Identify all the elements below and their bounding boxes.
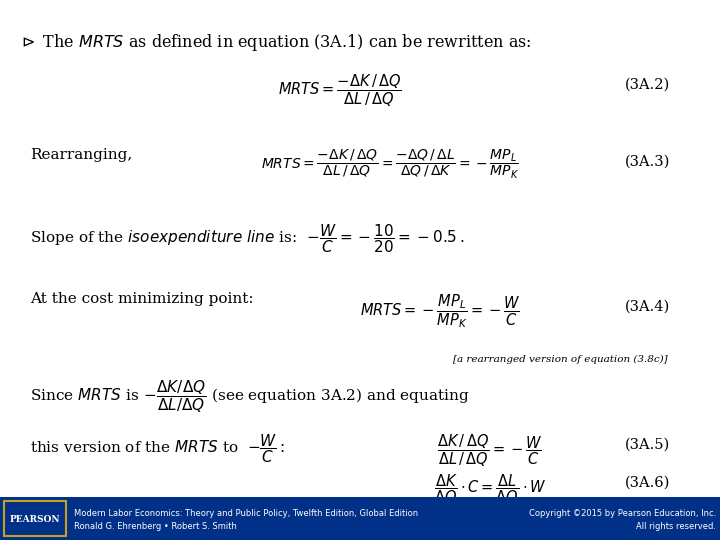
Text: (3A.6): (3A.6) [625, 476, 670, 490]
Text: PEARSON: PEARSON [9, 515, 60, 523]
Text: (3A.5): (3A.5) [625, 438, 670, 452]
Bar [0, 497, 720, 540]
Text: $\vartriangleright$ The $\mathit{MRTS}$ as defined in equation (3A.1) can be rew: $\vartriangleright$ The $\mathit{MRTS}$ … [18, 32, 531, 53]
Text: Rearranging,: Rearranging, [30, 148, 132, 162]
Text: Ronald G. Ehrenberg • Robert S. Smith: Ronald G. Ehrenberg • Robert S. Smith [74, 522, 237, 531]
Bar [4, 501, 66, 536]
Text: $\mathit{MRTS} = \dfrac{-\Delta K\,/\,\Delta Q}{\Delta L\,/\,\Delta Q} = \dfrac{: $\mathit{MRTS} = \dfrac{-\Delta K\,/\,\D… [261, 148, 519, 181]
Text: Modern Labor Economics: Theory and Public Policy, Twelfth Edition, Global Editio: Modern Labor Economics: Theory and Publi… [74, 509, 418, 518]
Text: $\dfrac{\Delta K}{\Delta Q} \cdot C = \dfrac{\Delta L}{\Delta Q} \cdot W$: $\dfrac{\Delta K}{\Delta Q} \cdot C = \d… [433, 472, 546, 507]
Text: $\dfrac{\Delta K\,/\,\Delta Q}{\Delta L\,/\,\Delta Q} = -\dfrac{W}{C}$: $\dfrac{\Delta K\,/\,\Delta Q}{\Delta L\… [437, 432, 543, 469]
Text: Slope of the $\mathit{isoexpenditure\ line}$ is:  $-\dfrac{W}{C} = -\dfrac{10}{2: Slope of the $\mathit{isoexpenditure\ li… [30, 222, 464, 255]
Text: (3A.4): (3A.4) [625, 300, 670, 314]
Text: Copyright ©2015 by Pearson Education, Inc.: Copyright ©2015 by Pearson Education, In… [528, 509, 716, 518]
Text: (3A.2): (3A.2) [625, 78, 670, 92]
Text: (3A.3): (3A.3) [625, 155, 670, 169]
Text: At the cost minimizing point:: At the cost minimizing point: [30, 292, 253, 306]
Text: [a rearranged version of equation (3.8c)]: [a rearranged version of equation (3.8c)… [453, 355, 667, 364]
Text: this version of the $\mathit{MRTS}$ to  $-\dfrac{W}{C}:$: this version of the $\mathit{MRTS}$ to $… [30, 432, 285, 465]
Text: Since $\mathit{MRTS}$ is $\!-\!\dfrac{\Delta K/\Delta Q}{\Delta L/\Delta Q}$ (se: Since $\mathit{MRTS}$ is $\!-\!\dfrac{\D… [30, 378, 469, 415]
Text: All rights reserved.: All rights reserved. [636, 522, 716, 531]
Text: $\mathit{MRTS} = -\dfrac{MP_L}{MP_K} = -\dfrac{W}{C}$: $\mathit{MRTS} = -\dfrac{MP_L}{MP_K} = -… [360, 292, 520, 330]
Text: $\mathit{MRTS} = \dfrac{-\Delta K\,/\,\Delta Q}{\Delta L\,/\,\Delta Q}$: $\mathit{MRTS} = \dfrac{-\Delta K\,/\,\D… [278, 72, 402, 109]
